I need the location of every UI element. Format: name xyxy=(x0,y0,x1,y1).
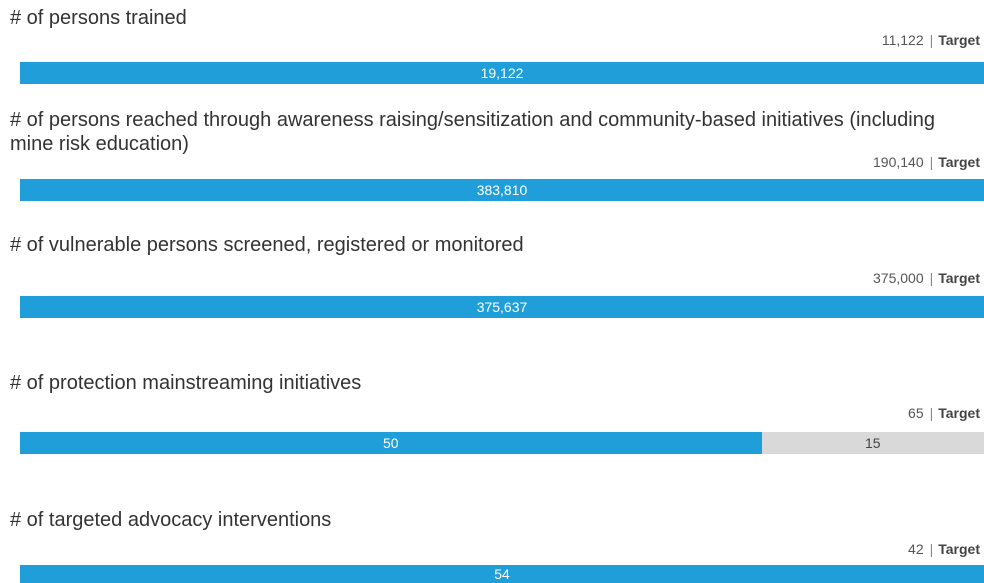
achieved-bar: 375,637 xyxy=(20,296,984,318)
indicator-title: # of persons reached through awareness r… xyxy=(10,109,935,155)
achieved-label: 383,810 xyxy=(476,182,528,198)
target-caption: Target xyxy=(938,541,980,557)
target-value: 190,140 xyxy=(873,154,924,170)
target-caption: Target xyxy=(938,32,980,48)
target-line: 375,000 | Target xyxy=(873,270,980,286)
target-value: 65 xyxy=(908,405,924,421)
target-value: 42 xyxy=(908,541,924,557)
achieved-label: 54 xyxy=(494,566,510,582)
indicator-title: # of persons trained xyxy=(10,7,187,29)
achieved-bar: 50 xyxy=(20,432,762,454)
achieved-label: 50 xyxy=(382,435,399,451)
target-line: 42 | Target xyxy=(908,541,980,557)
separator: | xyxy=(929,541,934,557)
indicator-title: # of targeted advocacy interventions xyxy=(10,509,332,531)
indicator-title: # of vulnerable persons screened, regist… xyxy=(10,234,524,256)
separator: | xyxy=(929,405,934,421)
target-line: 65 | Target xyxy=(908,405,980,421)
target-caption: Target xyxy=(938,405,980,421)
remaining-label: 15 xyxy=(864,435,881,451)
achieved-bar: 19,122 xyxy=(20,62,984,84)
target-value: 375,000 xyxy=(873,270,924,286)
target-line: 190,140 | Target xyxy=(873,154,980,170)
achieved-bar: 383,810 xyxy=(20,179,984,201)
remaining-bar: 15 xyxy=(761,432,984,454)
achieved-label: 19,122 xyxy=(480,65,524,81)
separator: | xyxy=(929,154,934,170)
target-caption: Target xyxy=(938,154,980,170)
target-caption: Target xyxy=(938,270,980,286)
target-value: 11,122 xyxy=(881,32,924,48)
indicator-title: # of protection mainstreaming initiative… xyxy=(10,372,362,394)
separator: | xyxy=(929,32,934,48)
achieved-bar: 54 xyxy=(20,565,984,583)
target-line: 11,122 | Target xyxy=(882,32,980,48)
achieved-label: 375,637 xyxy=(476,299,528,315)
separator: | xyxy=(929,270,934,286)
